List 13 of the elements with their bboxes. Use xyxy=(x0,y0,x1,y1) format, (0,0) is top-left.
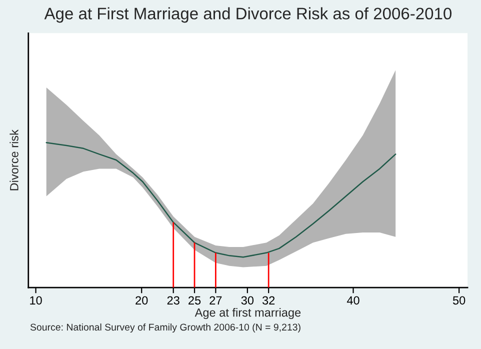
x-tick-label: 27 xyxy=(210,296,222,304)
x-tick-label: 20 xyxy=(136,296,148,305)
x-tick-label: 32 xyxy=(262,296,275,305)
x-tick-label: 30 xyxy=(241,296,254,305)
x-tick-label: 50 xyxy=(452,296,466,305)
source-note: Source: National Survey of Family Growth 2006-10 (N = 9,213) xyxy=(30,323,300,333)
x-tick-label: 40 xyxy=(346,296,360,305)
x-tick-label: 10 xyxy=(30,296,42,305)
x-tick-label: 23 xyxy=(167,296,180,305)
x-tick-label: 25 xyxy=(188,296,201,305)
x-axis-title: Age at first marriage xyxy=(194,308,301,320)
y-axis-title: Divorce risk xyxy=(10,130,18,190)
chart-title: Age at First Marriage and Divorce Risk as of 2006-2010 xyxy=(44,7,452,23)
